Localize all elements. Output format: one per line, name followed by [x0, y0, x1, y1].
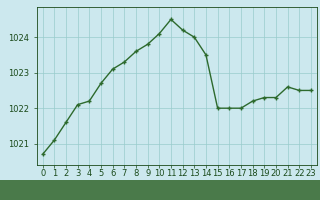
X-axis label: Graphe pression niveau de la mer (hPa): Graphe pression niveau de la mer (hPa): [76, 182, 278, 191]
